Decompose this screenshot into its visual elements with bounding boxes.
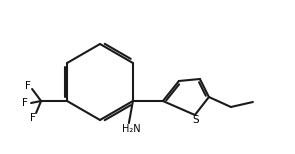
Text: F: F (25, 81, 31, 91)
Text: S: S (193, 115, 199, 125)
Text: F: F (22, 98, 28, 108)
Text: F: F (30, 113, 36, 123)
Text: H₂N: H₂N (122, 124, 140, 134)
